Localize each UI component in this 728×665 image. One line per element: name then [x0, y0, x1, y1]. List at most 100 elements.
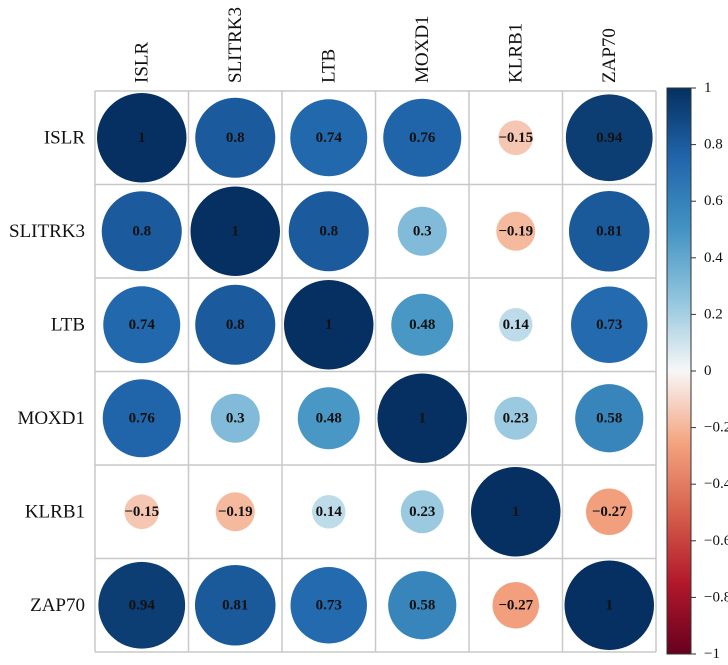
colorbar-tick-label: −1: [704, 646, 720, 662]
corr-circle-ltb-klrb1: [499, 308, 533, 342]
corr-circle-zap70-zap70: [564, 560, 654, 650]
corr-value-label: 0.74: [129, 317, 156, 333]
corr-circle-islr-slitrk3: [195, 97, 276, 178]
corr-value-label: 0.23: [503, 410, 529, 426]
corr-circle-klrb1-moxd1: [400, 490, 444, 534]
corr-circle-slitrk3-klrb1: [496, 211, 536, 251]
corr-value-label: 0.14: [316, 504, 343, 520]
corr-value-label: −0.15: [498, 130, 533, 146]
corr-value-label: 0.8: [226, 130, 245, 146]
colorbar-tick-label: −0.8: [704, 589, 728, 605]
corr-value-label: 0.73: [596, 317, 622, 333]
matrix-values: 1 0.8 0.74 0.76 −0.15 0.940.8 1 0.8 0.3 −0.19 0.81…: [124, 130, 627, 614]
corr-circle-klrb1-klrb1: [471, 467, 561, 557]
corr-value-label: 1: [606, 597, 614, 613]
corr-circle-islr-moxd1: [383, 98, 462, 177]
column-label-slitrk3: SLITRK3: [225, 7, 246, 83]
corr-circle-klrb1-ltb: [312, 495, 346, 529]
corr-circle-islr-klrb1: [498, 120, 534, 156]
corr-circle-zap70-slitrk3: [194, 564, 276, 646]
corr-value-label: 1: [419, 410, 427, 426]
matrix-circles: [97, 93, 654, 650]
corr-circle-islr-zap70: [565, 94, 653, 182]
corr-value-label: 0.14: [503, 317, 530, 333]
corr-value-label: 0.23: [409, 504, 435, 520]
corr-value-label: 0.58: [596, 410, 622, 426]
corr-circle-ltb-moxd1: [391, 293, 454, 356]
corr-circle-slitrk3-ltb: [288, 191, 369, 272]
column-label-ltb: LTB: [318, 49, 339, 83]
corr-circle-moxd1-zap70: [575, 384, 644, 453]
colorbar-gradient: [666, 87, 692, 655]
column-label-klrb1: KLRB1: [505, 23, 526, 83]
corr-value-label: 0.94: [129, 597, 156, 613]
column-label-moxd1: MOXD1: [412, 15, 433, 83]
corr-circle-zap70-ltb: [290, 567, 367, 644]
row-label-klrb1: KLRB1: [25, 501, 85, 522]
corr-value-label: 0.76: [409, 130, 436, 146]
corr-circle-slitrk3-slitrk3: [190, 186, 280, 276]
colorbar: 1 0.8 0.6 0.4 0.2 0 −0.2 −0.4 −0.6 −0.8 −1: [666, 80, 728, 662]
corr-circle-zap70-klrb1: [492, 581, 540, 629]
corr-circle-zap70-islr: [98, 561, 186, 649]
corr-value-label: 0.81: [596, 223, 622, 239]
colorbar-tick-label: −0.4: [704, 476, 728, 492]
corr-value-label: 0.8: [226, 317, 245, 333]
corr-value-label: 0.48: [409, 317, 435, 333]
colorbar-tick-label: 0.6: [704, 193, 723, 209]
corr-value-label: 1: [325, 317, 333, 333]
corr-value-label: 1: [232, 223, 240, 239]
corr-value-label: 0.8: [319, 223, 338, 239]
matrix-grid: [94, 90, 657, 653]
corr-circle-ltb-islr: [103, 286, 181, 364]
colorbar-tick-label: −0.6: [704, 533, 728, 549]
corr-value-label: 0.48: [316, 410, 342, 426]
column-label-zap70: ZAP70: [599, 28, 620, 83]
corr-value-label: 0.3: [226, 410, 245, 426]
colorbar-tick-label: 0.2: [704, 306, 723, 322]
corr-circle-moxd1-ltb: [297, 387, 360, 450]
corr-circle-slitrk3-islr: [101, 191, 182, 272]
corr-value-label: −0.27: [592, 504, 627, 520]
corr-value-label: 0.74: [316, 130, 343, 146]
corr-value-label: 0.76: [129, 410, 156, 426]
corr-circle-islr-ltb: [290, 99, 368, 177]
corr-circle-klrb1-islr: [124, 494, 160, 530]
corr-circle-klrb1-slitrk3: [215, 492, 255, 532]
corr-circle-ltb-zap70: [571, 286, 648, 363]
corr-circle-slitrk3-moxd1: [397, 206, 447, 256]
corr-circle-ltb-slitrk3: [195, 284, 276, 365]
corr-value-label: 0.73: [316, 597, 342, 613]
colorbar-tick-label: 0.4: [704, 250, 723, 266]
corr-value-label: 0.8: [132, 223, 151, 239]
row-label-zap70: ZAP70: [30, 595, 85, 616]
corr-value-label: −0.15: [124, 504, 159, 520]
corr-circle-moxd1-slitrk3: [210, 393, 260, 443]
corr-value-label: 1: [138, 130, 146, 146]
row-label-ltb: LTB: [51, 314, 85, 335]
corr-circle-moxd1-moxd1: [377, 373, 467, 463]
corr-circle-klrb1-zap70: [585, 488, 633, 536]
corr-value-label: 0.3: [413, 223, 432, 239]
row-label-islr: ISLR: [44, 127, 86, 148]
corr-circle-moxd1-klrb1: [494, 396, 538, 440]
colorbar-tick-label: −0.2: [704, 420, 728, 436]
corr-circle-ltb-ltb: [284, 280, 374, 370]
column-label-islr: ISLR: [131, 42, 152, 84]
corr-value-label: −0.19: [498, 223, 533, 239]
axis-labels: ISLR ISLR SLITRK3 SLITRK3 LTB LTB MOXD1 MOXD1 KL…: [9, 7, 620, 616]
corr-circle-islr-islr: [97, 93, 187, 183]
colorbar-tick-label: 0.8: [704, 137, 723, 153]
corr-circle-zap70-moxd1: [388, 571, 457, 640]
corr-value-label: 1: [512, 504, 520, 520]
colorbar-tick-label: 1: [704, 80, 712, 96]
corr-circle-moxd1-islr: [102, 379, 181, 458]
corr-value-label: 0.81: [222, 597, 248, 613]
colorbar-tick-label: 0: [704, 363, 712, 379]
row-label-moxd1: MOXD1: [17, 408, 85, 429]
corr-value-label: −0.27: [498, 597, 533, 613]
corr-circle-slitrk3-zap70: [568, 190, 650, 272]
corr-value-label: 0.94: [596, 130, 623, 146]
corr-value-label: −0.19: [218, 504, 253, 520]
